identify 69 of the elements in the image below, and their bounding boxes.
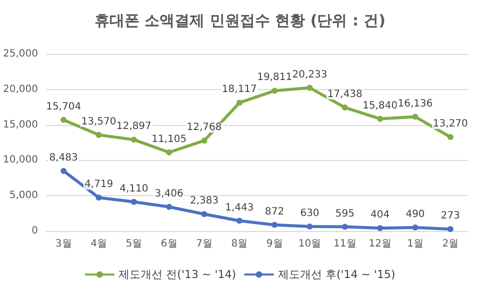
point [166, 149, 172, 156]
legend-label: 제도개선 전('13 ~ '14) [118, 268, 236, 281]
point [236, 218, 242, 224]
data-label: 273 [440, 210, 460, 222]
point [130, 136, 137, 143]
data-label: 19,811 [257, 72, 292, 84]
y-tick-label: 25,000 [3, 48, 38, 60]
point [201, 211, 208, 218]
x-tick-label: 4월 [90, 238, 107, 250]
data-label: 630 [300, 208, 320, 220]
x-tick-label: 1월 [407, 238, 424, 250]
y-tick-label: 5,000 [9, 190, 38, 202]
point [201, 138, 208, 144]
x-tick-label: 12월 [368, 238, 392, 250]
data-label: 2,383 [190, 196, 219, 207]
data-label: 17,438 [327, 89, 362, 100]
data-label: 13,570 [81, 116, 116, 128]
point [272, 88, 278, 94]
data-label: 404 [370, 210, 390, 221]
data-label: 8,483 [49, 152, 78, 164]
point [272, 222, 278, 228]
point [306, 84, 313, 91]
point [60, 116, 67, 123]
data-label: 4,110 [120, 183, 148, 194]
x-tick-label: 11월 [334, 238, 356, 250]
data-label: 13,270 [432, 118, 468, 130]
point [412, 224, 418, 231]
legend-label: 제도개선 후('14 ~ '15) [278, 268, 396, 281]
x-tick-label: 5월 [126, 238, 142, 250]
data-label: 595 [335, 208, 354, 220]
x-tick-label: 6월 [160, 238, 178, 250]
y-tick-label: 10,000 [3, 154, 38, 166]
data-label: 20,233 [292, 69, 328, 80]
x-tick-label: 8월 [231, 238, 248, 250]
data-label: 1,443 [225, 202, 254, 214]
point [447, 226, 454, 232]
y-tick-label: 0 [32, 226, 38, 236]
data-label: 490 [406, 209, 425, 220]
data-label: 18,117 [222, 84, 257, 96]
point [96, 194, 102, 201]
data-label: 15,704 [46, 101, 82, 112]
data-label: 15,840 [362, 100, 398, 112]
point [377, 225, 384, 232]
point [166, 204, 172, 210]
point [377, 116, 384, 122]
point [60, 168, 67, 174]
point [412, 114, 418, 120]
point [342, 104, 348, 111]
data-label: 872 [265, 206, 284, 218]
y-tick-label: 15,000 [3, 119, 38, 130]
data-label: 12,897 [116, 121, 152, 132]
data-label: 3,406 [154, 188, 184, 200]
point [447, 134, 454, 140]
x-tick-label: 3월 [55, 238, 72, 250]
x-tick-label: 2월 [442, 238, 459, 250]
x-tick-label: 10월 [298, 238, 322, 250]
y-tick-label: 20,000 [3, 84, 38, 95]
chart-title: 휴대폰 소액결제 민원접수 현황 (단위 : 건) [94, 12, 386, 30]
x-tick-label: 9월 [266, 238, 283, 250]
data-label: 4,719 [84, 179, 114, 190]
point [342, 224, 348, 230]
point [236, 100, 242, 106]
x-tick-label: 7월 [196, 238, 212, 250]
point [306, 224, 313, 230]
point [96, 132, 102, 138]
data-label: 11,105 [152, 134, 187, 145]
point [130, 198, 137, 205]
data-label: 12,768 [186, 122, 222, 134]
data-label: 16,136 [398, 98, 433, 110]
